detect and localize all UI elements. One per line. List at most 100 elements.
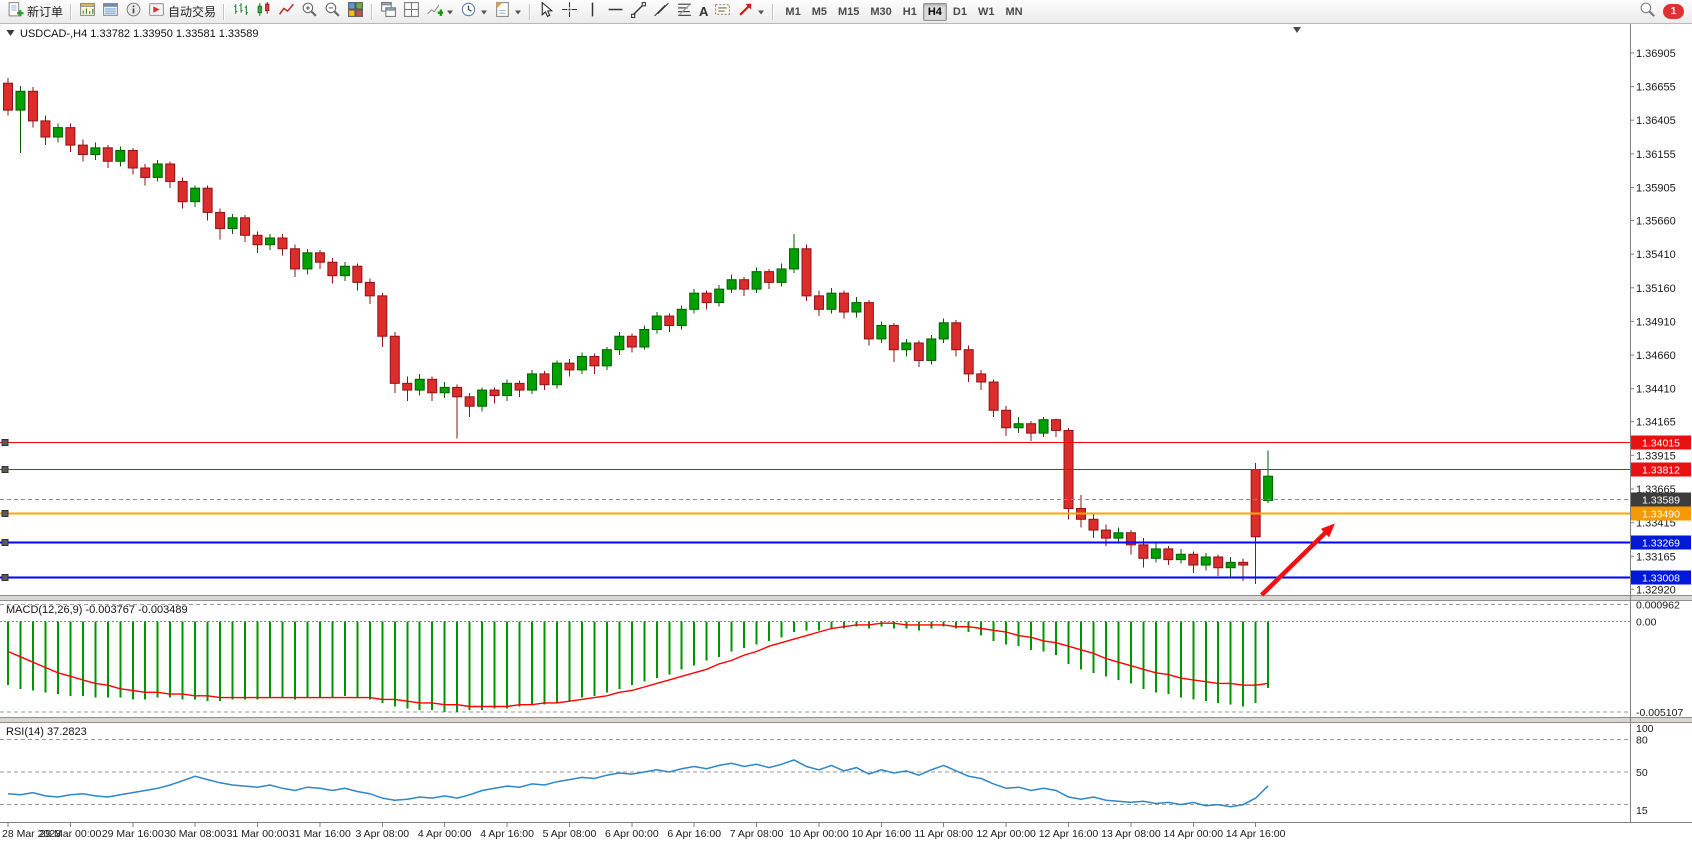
timeframe-m30[interactable]: M30 <box>870 5 892 18</box>
panel-separator[interactable] <box>0 595 1692 601</box>
zoom-out-button[interactable] <box>321 1 344 23</box>
candle-body <box>1225 561 1236 569</box>
candle-body <box>651 315 662 331</box>
svg-text:31 Mar 16:00: 31 Mar 16:00 <box>289 828 351 840</box>
text-tool-button[interactable]: A <box>696 1 711 23</box>
tile-windows-button[interactable] <box>344 1 367 23</box>
candle-body <box>714 288 725 304</box>
rsi-indicator-label: RSI(14) 37.2823 <box>6 726 87 738</box>
templates-button[interactable] <box>491 1 525 23</box>
svg-text:10 Apr 00:00: 10 Apr 00:00 <box>789 828 849 840</box>
line-anchor-handle[interactable] <box>1 539 9 546</box>
timeframe-mn[interactable]: MN <box>1005 5 1023 18</box>
fibonacci-retracement-button[interactable] <box>673 1 696 23</box>
bar-chart-button[interactable] <box>229 1 252 23</box>
price-badge <box>1631 506 1691 521</box>
candle-body <box>77 144 88 156</box>
arrange-charts-button[interactable] <box>400 1 423 23</box>
candle-body <box>352 265 363 283</box>
timeframe-h1[interactable]: H1 <box>902 5 917 18</box>
candle-body <box>1238 561 1249 566</box>
cursor-button[interactable] <box>535 0 558 23</box>
line-anchor-handle[interactable] <box>1 439 9 446</box>
svg-text:14 Apr 16:00: 14 Apr 16:00 <box>1226 828 1286 840</box>
line-anchor-handle[interactable] <box>1 574 9 581</box>
candle-body <box>551 362 562 386</box>
candle-body <box>813 295 824 310</box>
svg-text:1.35160: 1.35160 <box>1636 283 1676 295</box>
candle-body <box>1113 532 1124 539</box>
candle-body <box>564 362 575 371</box>
svg-text:0.000962: 0.000962 <box>1636 599 1680 611</box>
chart-plot-area[interactable] <box>0 24 1630 596</box>
candle-body <box>739 279 750 290</box>
timeframe-w1[interactable]: W1 <box>977 5 995 18</box>
svg-text:1.36405: 1.36405 <box>1636 115 1676 127</box>
price-badge-value: 1.33490 <box>1642 509 1680 521</box>
price-axis[interactable] <box>1630 24 1692 822</box>
timeframe-m15[interactable]: M15 <box>837 5 860 18</box>
candle-body <box>427 378 438 394</box>
time-axis[interactable] <box>0 822 1692 846</box>
price-badge <box>1631 492 1691 507</box>
candle-body <box>701 292 712 304</box>
charts-window-button[interactable] <box>76 1 99 23</box>
candle-body <box>502 382 513 396</box>
zoom-in-button[interactable] <box>298 1 321 23</box>
search-icon[interactable] <box>1639 1 1656 23</box>
macd-histogram <box>7 621 1270 712</box>
text-label-icon <box>714 1 731 23</box>
timeframe-m5[interactable]: M5 <box>811 5 827 18</box>
timeframe-d1[interactable]: D1 <box>952 5 967 18</box>
new-order-button[interactable]: 新订单 <box>4 1 66 23</box>
candle-body <box>1013 423 1024 429</box>
timeframe-m1[interactable]: M1 <box>785 5 801 18</box>
svg-text:100: 100 <box>1636 723 1654 735</box>
panel-separator[interactable] <box>0 717 1692 723</box>
trend-arrow-annotation[interactable] <box>1260 523 1335 597</box>
text-tool-icon: A <box>699 4 709 19</box>
arrow-objects-button[interactable] <box>734 1 768 23</box>
trendline-button[interactable] <box>627 1 650 23</box>
candlestick-chart-button[interactable] <box>252 1 275 23</box>
svg-text:28 Mar 2023: 28 Mar 2023 <box>2 828 61 840</box>
equidistant-channel-button[interactable] <box>650 1 673 23</box>
info-button[interactable] <box>122 1 145 23</box>
svg-text:80: 80 <box>1636 734 1648 746</box>
auto-trading-button[interactable]: 自动交易 <box>145 1 219 23</box>
vertical-line-button[interactable] <box>581 1 604 23</box>
candle-body <box>901 342 912 351</box>
candle-body <box>789 248 800 270</box>
add-indicator-icon <box>426 1 445 23</box>
svg-text:1.33165: 1.33165 <box>1636 551 1676 563</box>
arrange-charts-icon <box>403 1 420 23</box>
macd-signal-line <box>7 622 1269 708</box>
candle-body <box>888 324 899 351</box>
timeframe-h4[interactable]: H4 <box>922 2 947 21</box>
chart-info-line: USDCAD-,H4 1.33782 1.33950 1.33581 1.335… <box>6 28 259 40</box>
market-watch-button[interactable] <box>99 1 122 23</box>
candle-body <box>938 322 949 340</box>
periods-button[interactable] <box>457 1 491 23</box>
candle-body <box>302 252 313 270</box>
price-badge <box>1631 435 1691 450</box>
add-indicator-button[interactable] <box>423 1 457 23</box>
cascade-windows-button[interactable] <box>377 1 400 23</box>
line-chart-button[interactable] <box>275 1 298 23</box>
svg-text:1.36655: 1.36655 <box>1636 82 1676 94</box>
toolbar-separator <box>70 3 73 20</box>
candle-body <box>165 163 176 182</box>
text-label-button[interactable] <box>711 1 734 23</box>
crosshair-button[interactable] <box>558 1 581 23</box>
line-anchor-handle[interactable] <box>1 466 9 473</box>
candle-body <box>1026 423 1037 434</box>
svg-text:1.34410: 1.34410 <box>1636 384 1676 396</box>
horizontal-line-button[interactable] <box>604 1 627 23</box>
candle-body <box>314 252 325 263</box>
notification-badge[interactable]: 1 <box>1663 4 1684 19</box>
dropdown-caret-icon <box>514 3 522 21</box>
chart-shift-marker[interactable] <box>1293 27 1301 33</box>
svg-text:1.34910: 1.34910 <box>1636 316 1676 328</box>
line-anchor-handle[interactable] <box>1 510 9 517</box>
candle-body <box>664 315 675 326</box>
